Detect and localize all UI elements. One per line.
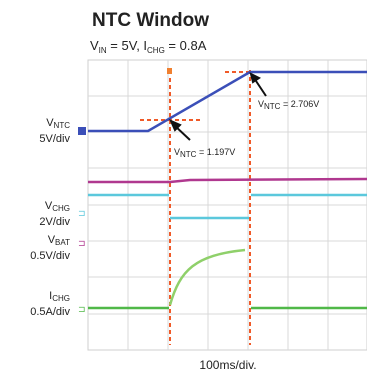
label-part: BAT xyxy=(55,238,70,247)
title: NTC Window xyxy=(92,10,209,31)
magenta-trace xyxy=(88,177,367,184)
channel-scale: 0.5A/div xyxy=(30,306,70,318)
label-part: I xyxy=(49,290,52,302)
annotation: VNTC = 2.706V xyxy=(258,99,319,111)
arrows xyxy=(169,72,267,141)
channel-name: ICHG xyxy=(49,290,70,303)
subtitle-part: CHG xyxy=(147,46,165,55)
arrow-head xyxy=(169,119,182,132)
channel-name: VBAT xyxy=(48,234,70,247)
subtitle-part: V xyxy=(90,38,99,53)
label-part: CHG xyxy=(52,294,70,303)
annotation-part: NTC xyxy=(264,102,281,111)
annotation-part: = 1.197V xyxy=(196,147,235,157)
label-part: V xyxy=(48,234,56,246)
label-part: NTC xyxy=(54,121,71,130)
cyan-trace xyxy=(88,193,367,220)
grid xyxy=(87,59,367,351)
annotation-part: V xyxy=(258,99,264,109)
label-part: V xyxy=(46,117,54,129)
arrow-head xyxy=(249,72,261,84)
channel-scale: 5V/div xyxy=(39,133,70,145)
subtitle-part: = 0.8A xyxy=(165,38,207,53)
channel-marker: ⊐ xyxy=(78,238,86,248)
ntc-trace xyxy=(88,70,367,133)
channel-marker xyxy=(78,127,86,135)
subtitle: VIN = 5V, ICHG = 0.8A xyxy=(90,38,207,55)
channel-name: VNTC xyxy=(46,117,70,130)
subtitle-part: IN xyxy=(99,46,107,55)
channel-labels: VNTC 5V/div VCHG 2V/div VBAT 0.5V/div IC… xyxy=(30,117,70,318)
channel-name: VCHG xyxy=(45,200,70,213)
channel-marker: ⊐ xyxy=(78,208,86,218)
channel-scale: 0.5V/div xyxy=(30,250,70,262)
annotation: VNTC = 1.197V xyxy=(174,147,235,159)
trigger-marker xyxy=(167,68,172,74)
label-part: V xyxy=(45,200,53,212)
green-curve xyxy=(168,248,246,306)
annotation-part: = 2.706V xyxy=(280,99,319,109)
time-scale: 100ms/div. xyxy=(199,358,256,372)
annotation-part: V xyxy=(174,147,180,157)
label-part: CHG xyxy=(52,204,70,213)
channel-marker: ⊐ xyxy=(78,304,86,314)
subtitle-part: = 5V, I xyxy=(107,38,147,53)
annotation-part: NTC xyxy=(180,150,197,159)
channel-scale: 2V/div xyxy=(39,216,70,228)
